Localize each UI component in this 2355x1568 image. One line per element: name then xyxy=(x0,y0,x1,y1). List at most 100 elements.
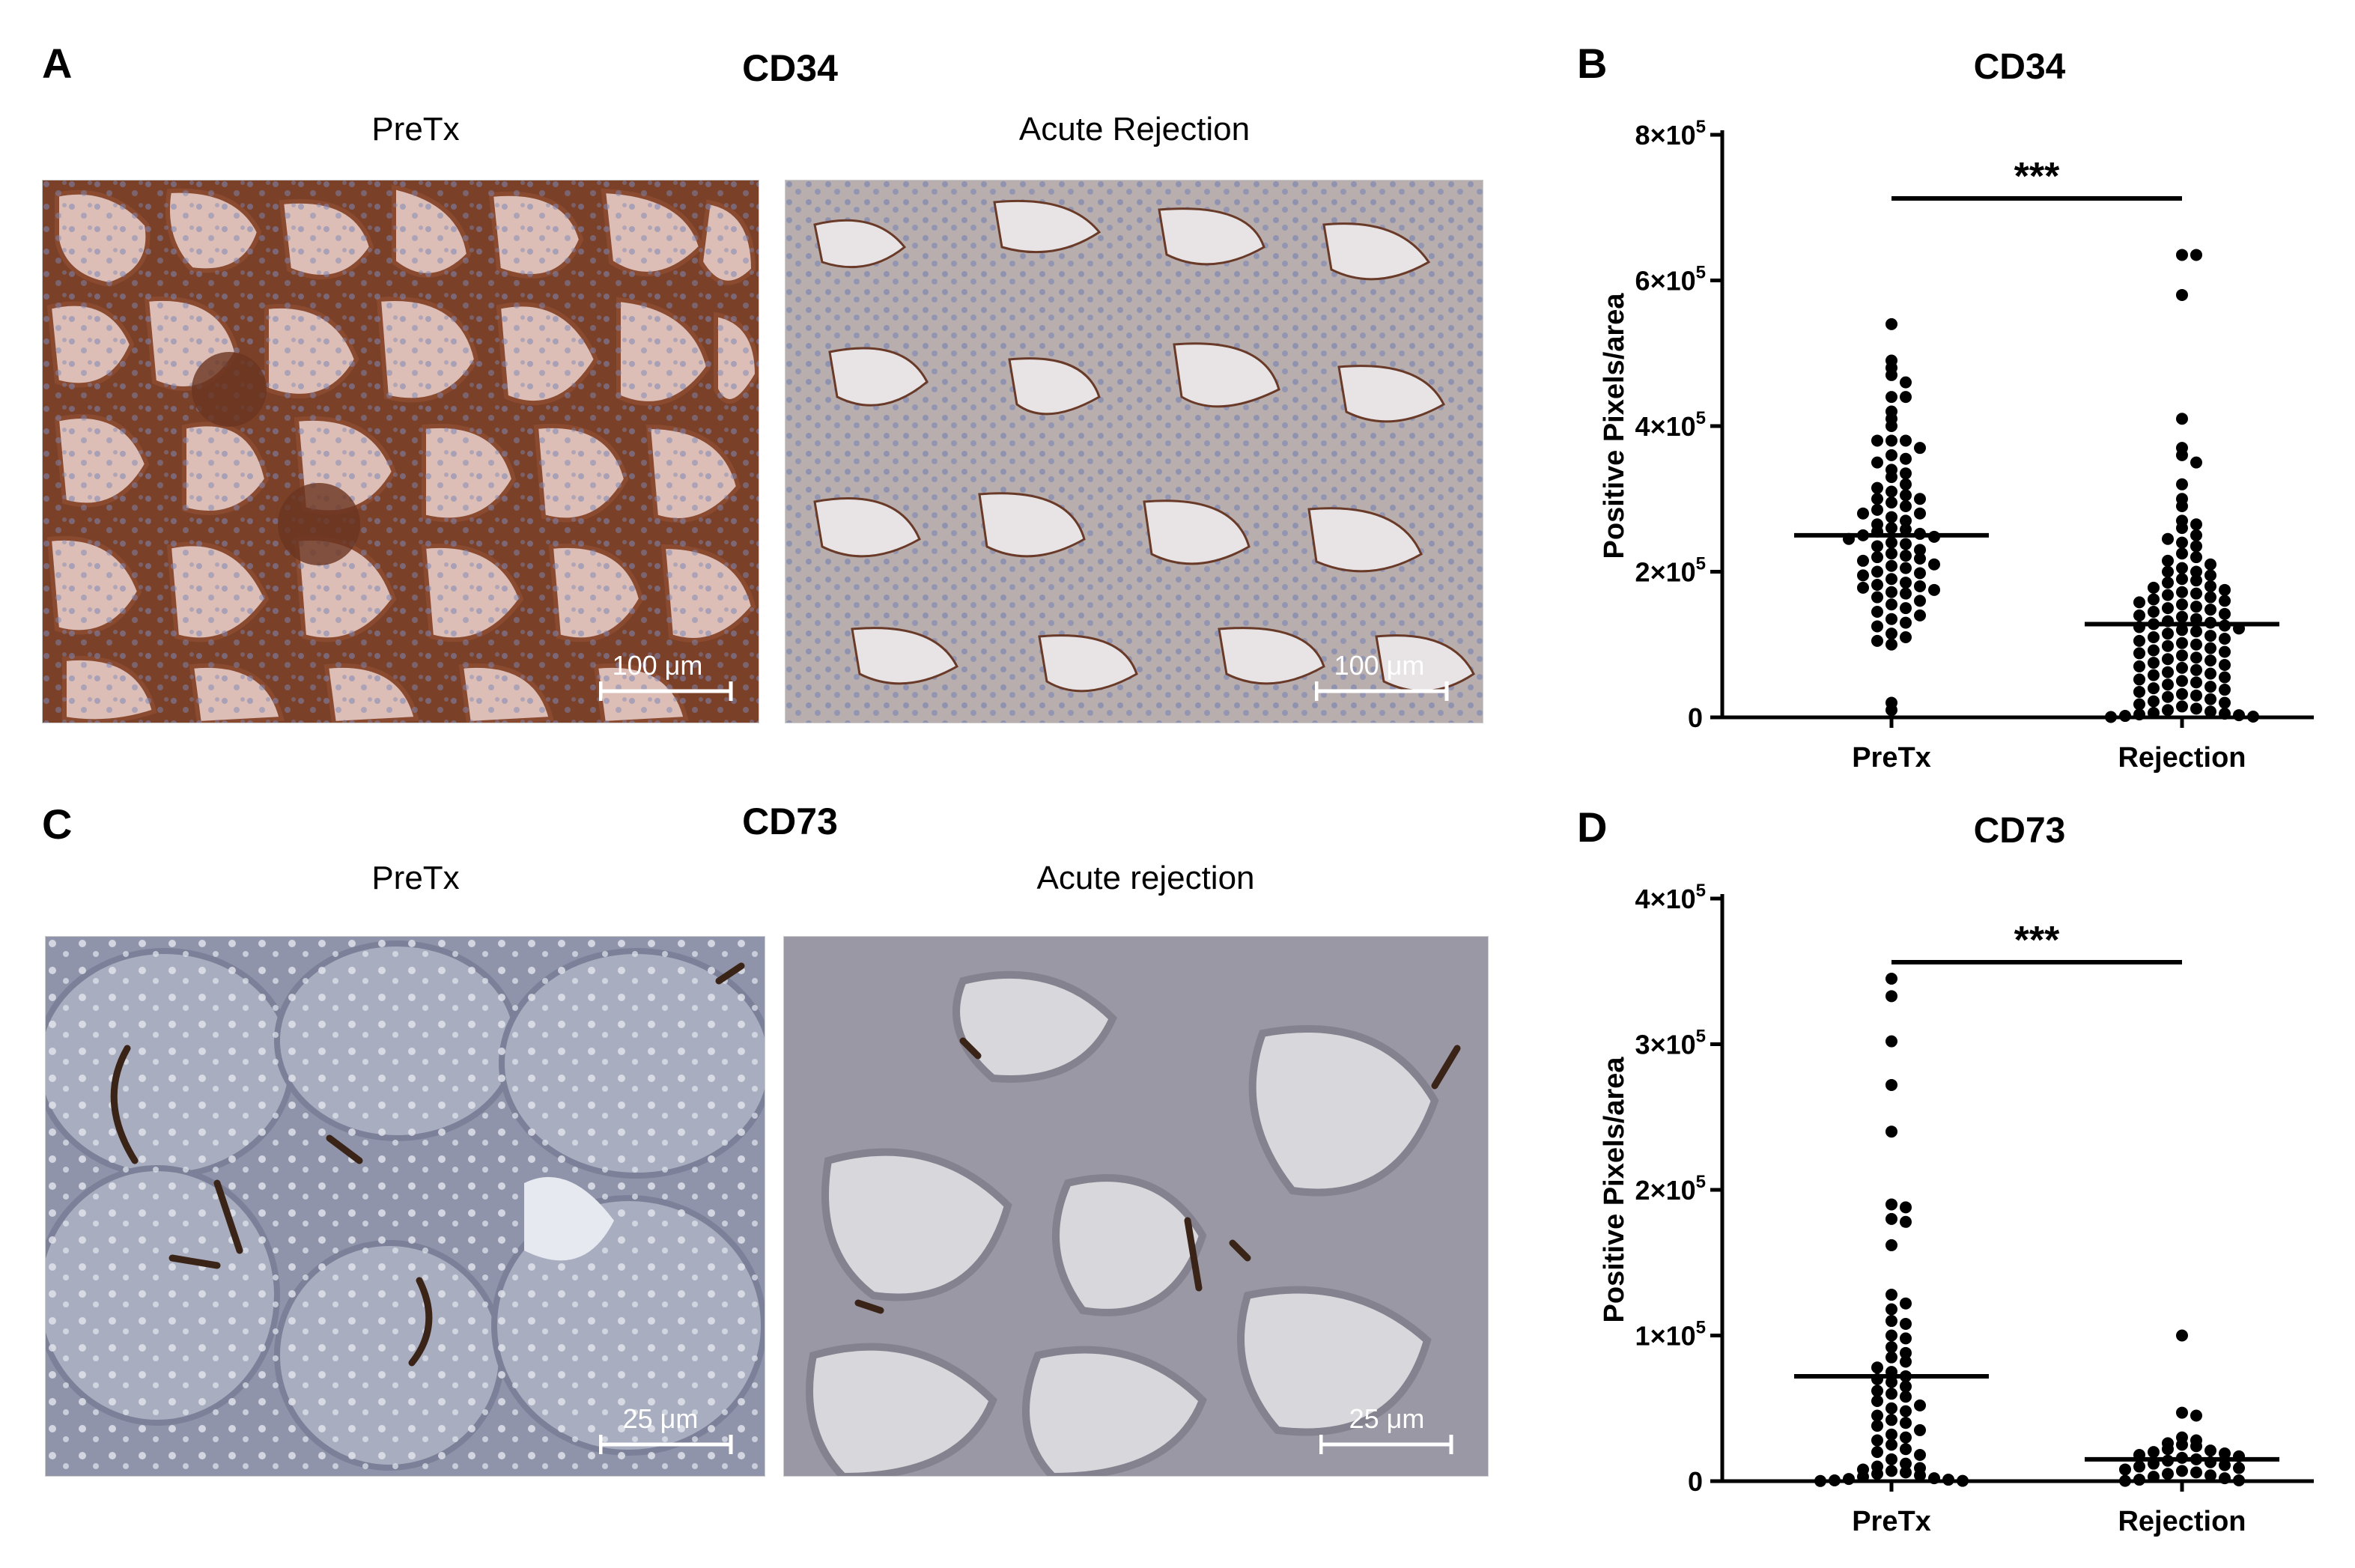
data-point xyxy=(1914,507,1926,520)
data-point xyxy=(2148,605,2160,618)
data-point xyxy=(1900,1457,1912,1470)
data-point xyxy=(2176,675,2188,687)
data-point xyxy=(1900,1297,1912,1310)
data-point xyxy=(1885,573,1897,586)
data-point xyxy=(1885,1315,1897,1328)
data-point xyxy=(2204,681,2216,693)
data-point xyxy=(1900,1201,1912,1214)
data-point xyxy=(2190,676,2202,689)
data-point xyxy=(1914,1469,1926,1482)
data-point xyxy=(2190,456,2202,469)
data-point xyxy=(1885,559,1897,572)
data-point xyxy=(1900,616,1912,629)
y-axis-label: Positive Pixels/area xyxy=(1599,293,1630,559)
data-point xyxy=(2190,529,2202,541)
data-point xyxy=(2176,1438,2188,1451)
data-point xyxy=(1885,1239,1897,1251)
scale-bar-a-left xyxy=(599,681,733,701)
data-point xyxy=(1900,602,1912,615)
panel-letter-d: D xyxy=(1577,803,1608,851)
data-point xyxy=(1871,1395,1883,1408)
data-point xyxy=(1900,489,1912,502)
data-point xyxy=(1900,1391,1912,1403)
micrograph-cd34-pretx xyxy=(42,180,759,723)
data-point xyxy=(1914,609,1926,622)
data-point xyxy=(1885,1303,1897,1316)
scale-bar-label-a-left: 100 μm xyxy=(612,650,703,681)
data-point xyxy=(2148,631,2160,644)
data-point xyxy=(2190,518,2202,531)
data-point xyxy=(2190,638,2202,651)
data-point xyxy=(1857,554,1869,567)
chart-title: CD34 xyxy=(1974,47,2066,87)
data-point xyxy=(1900,1405,1912,1417)
data-point xyxy=(2162,577,2174,589)
data-point xyxy=(2162,690,2174,703)
data-point xyxy=(1914,493,1926,505)
data-point xyxy=(1885,638,1897,651)
data-point xyxy=(2133,634,2145,647)
data-point xyxy=(2190,663,2202,676)
scale-bar-label-c-left: 25 μm xyxy=(622,1403,699,1434)
data-point xyxy=(1885,586,1897,598)
panel-a-title: CD34 xyxy=(742,47,838,89)
data-point xyxy=(2119,710,2131,723)
x-tick-label: Rejection xyxy=(2118,742,2246,774)
panel-letter-a: A xyxy=(42,40,73,87)
data-point xyxy=(2176,624,2188,636)
panel-a-left-label: PreTx xyxy=(371,111,460,148)
data-point xyxy=(2204,558,2216,571)
data-point xyxy=(2162,678,2174,691)
data-point xyxy=(1928,1472,1940,1485)
data-point xyxy=(2176,413,2188,425)
data-point xyxy=(2190,601,2202,613)
data-point xyxy=(2219,1447,2231,1460)
data-point xyxy=(2119,1474,2131,1487)
data-point xyxy=(2233,1474,2245,1487)
data-point xyxy=(1857,569,1869,582)
data-point xyxy=(2219,632,2231,645)
data-point xyxy=(2204,1469,2216,1482)
data-point xyxy=(2190,1440,2202,1453)
data-point xyxy=(2204,580,2216,592)
data-point xyxy=(2148,1446,2160,1459)
data-point xyxy=(2176,249,2188,261)
y-tick-label: 1×105 xyxy=(1635,1318,1706,1352)
data-point xyxy=(1914,1448,1926,1461)
data-point xyxy=(1900,1380,1912,1393)
chart-title: CD73 xyxy=(1974,811,2066,851)
data-point xyxy=(1885,471,1897,484)
data-point xyxy=(1885,420,1897,432)
data-point xyxy=(2219,1472,2231,1485)
y-tick-label: 4×105 xyxy=(1635,881,1706,914)
scale-bar-label-c-right: 25 μm xyxy=(1349,1403,1425,1434)
data-point xyxy=(1900,550,1912,562)
data-point xyxy=(1871,503,1883,516)
micrograph-cd73-pretx xyxy=(45,936,765,1477)
data-point xyxy=(2148,657,2160,669)
scatter-chart-cd34: CD34 Positive Pixels/area 0 2×105 4×105 6×105… xyxy=(1599,47,2314,774)
data-point xyxy=(1928,558,1940,571)
data-point xyxy=(1885,391,1897,404)
y-tick-label: 0 xyxy=(1688,702,1703,733)
data-point xyxy=(1900,631,1912,644)
data-point xyxy=(2247,711,2259,723)
data-point xyxy=(1885,434,1897,447)
scale-bar-a-right xyxy=(1315,681,1449,701)
data-point xyxy=(2133,660,2145,672)
data-point xyxy=(1885,522,1897,535)
data-point xyxy=(2176,1406,2188,1419)
data-point xyxy=(2162,704,2174,717)
data-point xyxy=(1871,579,1883,592)
data-point xyxy=(2219,595,2231,607)
data-point xyxy=(1843,1473,1855,1486)
data-point xyxy=(2176,1465,2188,1477)
data-point xyxy=(2204,693,2216,705)
data-point xyxy=(1871,434,1883,447)
data-point xyxy=(2176,1329,2188,1342)
data-point xyxy=(1900,434,1912,447)
data-point xyxy=(2219,1459,2231,1471)
data-point xyxy=(2219,607,2231,620)
x-tick-label: PreTx xyxy=(1852,742,1931,774)
data-point xyxy=(1900,1346,1912,1359)
